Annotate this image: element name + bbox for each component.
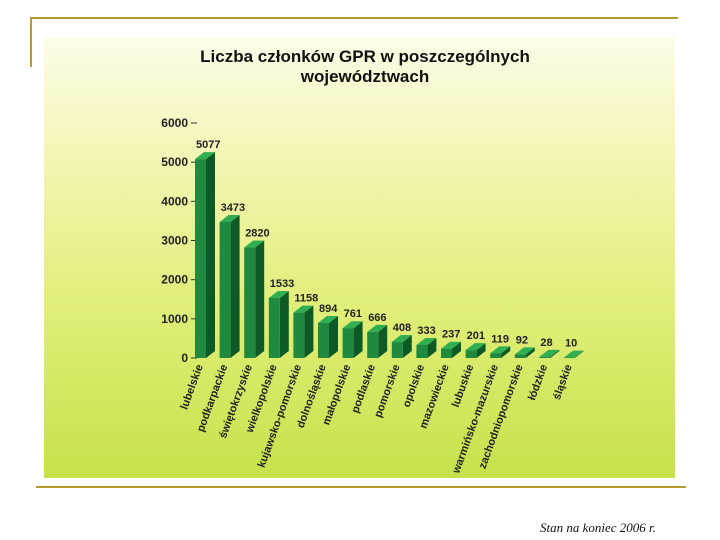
chart-panel: Liczba członków GPR w poszczególnych woje…	[44, 38, 675, 478]
bar-top	[244, 240, 265, 248]
bar	[342, 328, 354, 358]
frame-left-line	[30, 17, 32, 67]
bar	[195, 159, 206, 358]
category-label: lubuskie	[450, 363, 477, 409]
category-label: lubelskie	[178, 363, 205, 411]
bar-side	[402, 335, 412, 358]
data-label: 119	[491, 333, 509, 345]
bar-top	[465, 343, 486, 351]
bar-top	[219, 214, 240, 222]
bar-side	[550, 349, 560, 358]
bar-side	[427, 337, 437, 358]
category-label: śląskie	[551, 363, 575, 402]
bar-top	[195, 152, 215, 160]
bar	[391, 342, 403, 358]
data-label: 5077	[196, 139, 220, 151]
category-label: łódzkie	[526, 363, 550, 402]
bar-top	[293, 305, 314, 313]
frame-top-line	[30, 17, 678, 19]
bar-top	[564, 350, 584, 358]
data-label: 28	[540, 337, 552, 349]
bar-top	[318, 315, 338, 323]
data-label: 2820	[245, 228, 269, 240]
y-tick-label: 0	[181, 351, 188, 365]
category-label: podlaskie	[349, 363, 378, 415]
bar-top	[342, 321, 363, 329]
bar	[465, 350, 477, 358]
bar-top	[367, 324, 388, 332]
bar-side	[329, 315, 338, 358]
category-label: pomorskie	[372, 363, 402, 419]
bar-side	[525, 347, 535, 358]
bar-side	[501, 346, 511, 358]
bar-top	[416, 337, 437, 345]
bar-side	[378, 324, 388, 358]
data-label: 894	[319, 303, 338, 315]
bar-side	[279, 290, 289, 358]
bar-top	[539, 349, 560, 357]
data-label: 408	[393, 322, 411, 334]
bar-side	[353, 321, 363, 358]
data-label: 92	[516, 334, 528, 346]
bar	[293, 312, 305, 358]
y-tick-label: 5000	[161, 155, 188, 169]
bar-top	[514, 347, 535, 355]
bar-side	[452, 341, 461, 358]
frame-bottom-line	[36, 486, 686, 488]
bar	[441, 348, 452, 358]
chart-title-line: województwach	[300, 67, 429, 86]
bar	[244, 247, 256, 358]
data-label: 1158	[294, 293, 318, 305]
bar-side	[476, 343, 486, 358]
bar-top	[441, 341, 461, 349]
bar	[367, 331, 379, 358]
bar-top	[268, 290, 289, 298]
data-label: 201	[467, 330, 485, 342]
y-tick-label: 1000	[161, 312, 188, 326]
y-tick-label: 3000	[161, 234, 188, 248]
data-label: 3473	[221, 202, 245, 214]
bar	[539, 356, 551, 358]
chart-title-line: Liczba członków GPR w poszczególnych	[200, 47, 530, 66]
bar-side	[304, 305, 314, 358]
y-tick-label: 2000	[161, 273, 188, 287]
bar-side	[255, 240, 265, 358]
bar-top	[490, 346, 511, 354]
bar	[514, 354, 526, 358]
bar-chart: Liczba członków GPR w poszczególnychwoje…	[161, 47, 584, 476]
bar	[416, 344, 428, 358]
data-label: 10	[565, 338, 577, 350]
data-label: 237	[442, 329, 460, 341]
bar	[268, 297, 280, 358]
bar	[219, 221, 231, 358]
bar-side	[230, 214, 240, 358]
data-label: 333	[417, 325, 435, 337]
y-tick-label: 6000	[161, 116, 188, 130]
data-label: 666	[368, 312, 386, 324]
bar	[490, 353, 502, 358]
bar-side	[206, 152, 215, 358]
bar-top	[391, 335, 412, 343]
bar-side	[575, 350, 584, 358]
footnote: Stan na koniec 2006 r.	[540, 520, 656, 535]
bar	[318, 322, 329, 358]
category-label: opolskie	[401, 363, 428, 409]
y-tick-label: 4000	[161, 194, 188, 208]
data-label: 1533	[270, 278, 294, 290]
data-label: 761	[344, 308, 362, 320]
bar	[564, 357, 575, 359]
